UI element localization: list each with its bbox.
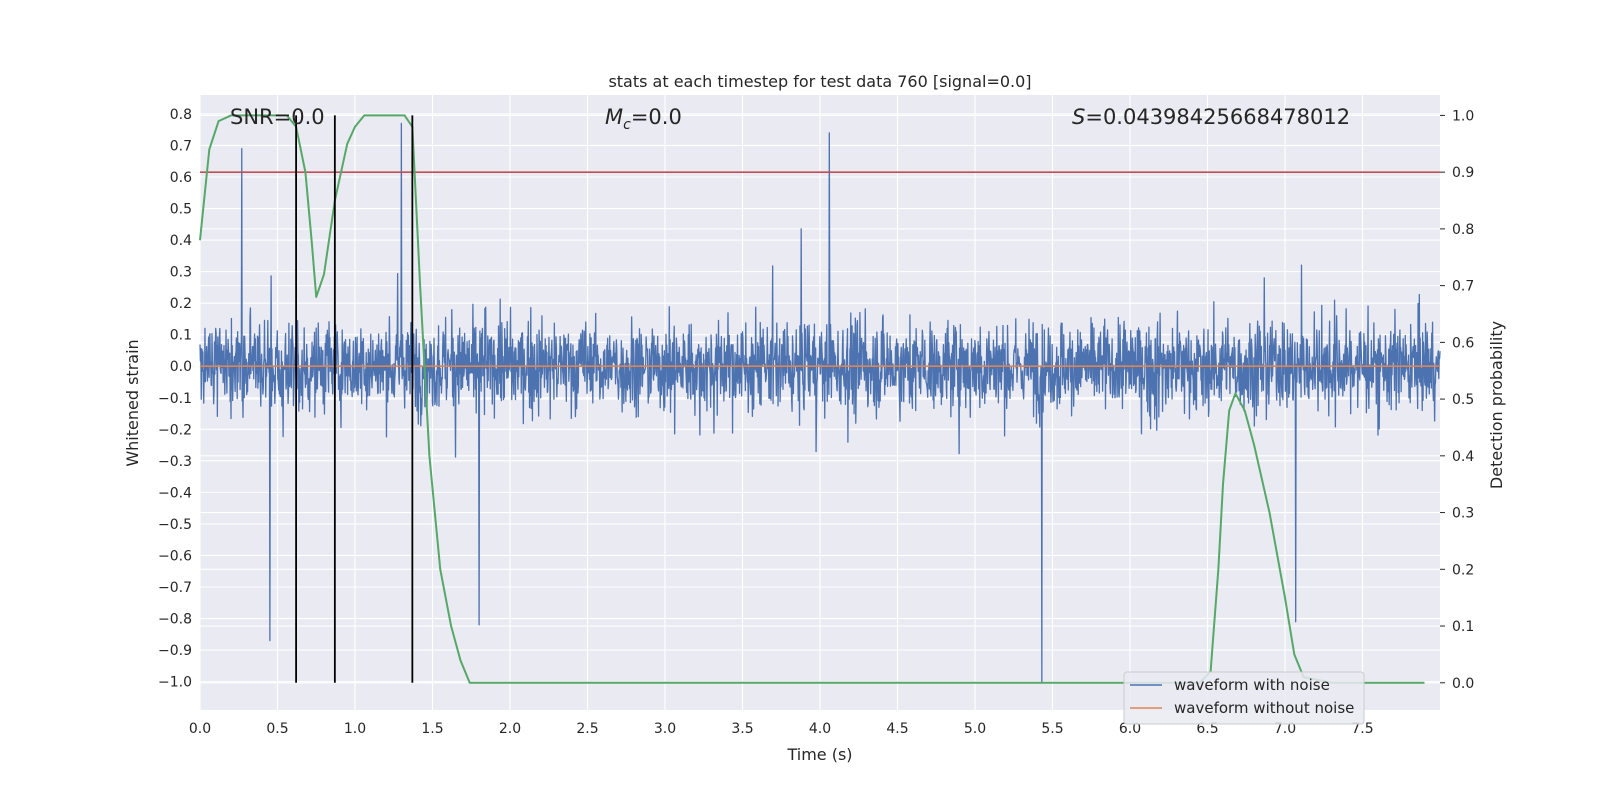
- y-tick-label-left: −0.7: [158, 580, 192, 596]
- x-tick-label: 3.0: [654, 721, 676, 737]
- y-tick-label-left: 0.3: [170, 265, 192, 281]
- y-tick-label-left: −0.2: [158, 422, 192, 438]
- x-tick-label: 0.0: [189, 721, 211, 737]
- detection-probability-line: [199, 114, 1425, 684]
- y-tick-label-right: 0.3: [1452, 506, 1474, 522]
- legend-box: [1123, 671, 1365, 725]
- legend: waveform with noise waveform without noi…: [1123, 671, 1365, 725]
- y-tick-label-left: 0.6: [170, 170, 192, 186]
- y-tick-label-right: 0.1: [1452, 619, 1474, 635]
- y-tick-label-left: 0.5: [170, 202, 192, 218]
- x-tick-label: 3.5: [731, 721, 753, 737]
- y-tick-label-left: 0.2: [170, 296, 192, 312]
- x-tick-label: 1.5: [421, 721, 443, 737]
- y-tick-label-left: −0.9: [158, 643, 192, 659]
- x-tick-label: 4.0: [809, 721, 831, 737]
- y-tick-label-left: −0.4: [158, 485, 192, 501]
- x-tick-label: 0.5: [266, 721, 288, 737]
- x-tick-label: 1.0: [344, 721, 366, 737]
- vertical-markers: [295, 115, 414, 683]
- y-tick-label-right: 0.2: [1452, 562, 1474, 578]
- x-axis-ticks: 0.0 0.5 1.0 1.5 2.0 2.5 3.0 3.5 4.0 4.5 5.0 5.5 6.0 6…: [189, 721, 1374, 737]
- series-detection-probability: [199, 114, 1425, 684]
- y-tick-label-left: −0.3: [158, 454, 192, 470]
- y-tick-label-right: 0.7: [1452, 279, 1474, 295]
- y-tick-label-right: 0.4: [1452, 449, 1474, 465]
- y-tick-label-left: 0.1: [170, 328, 192, 344]
- y-tick-label-right: 0.6: [1452, 335, 1474, 351]
- x-tick-label: 2.5: [576, 721, 598, 737]
- series-waveform-with-noise: [199, 122, 1441, 683]
- x-tick-label: 7.0: [1274, 721, 1296, 737]
- annotation-snr: SNR=0.0: [230, 105, 325, 129]
- waveform-with-noise-line: [199, 122, 1441, 683]
- y-tick-label-right: 0.5: [1452, 392, 1474, 408]
- x-tick-label: 2.0: [499, 721, 521, 737]
- y-axis-left-label: Whitened strain: [123, 339, 142, 466]
- y-tick-label-left: −0.1: [158, 391, 192, 407]
- y-tick-label-right: 0.0: [1452, 676, 1474, 692]
- y-tick-label-left: 0.4: [170, 233, 192, 249]
- x-tick-label: 7.5: [1351, 721, 1373, 737]
- y-tick-label-left: −0.6: [158, 548, 192, 564]
- y-tick-label-left: −1.0: [158, 675, 192, 691]
- x-tick-label: 4.5: [886, 721, 908, 737]
- y-tick-label-left: −0.5: [158, 517, 192, 533]
- y-axis-right-label: Detection probability: [1487, 321, 1506, 489]
- x-tick-label: 6.5: [1196, 721, 1218, 737]
- y-tick-label-left: −0.8: [158, 612, 192, 628]
- x-tick-label: 6.0: [1119, 721, 1141, 737]
- x-axis-label: Time (s): [786, 745, 852, 764]
- y-tick-label-right: 1.0: [1452, 108, 1474, 124]
- legend-label-noise: waveform with noise: [1174, 676, 1330, 694]
- chart-title: stats at each timestep for test data 760…: [608, 72, 1031, 91]
- x-tick-label: 5.0: [964, 721, 986, 737]
- x-tick-label: 5.5: [1041, 721, 1063, 737]
- legend-label-clean: waveform without noise: [1174, 699, 1354, 717]
- y-tick-label-right: 0.8: [1452, 222, 1474, 238]
- annotation-chirp-mass: Mc=0.0: [605, 105, 682, 133]
- y-tick-label-right: 0.9: [1452, 165, 1474, 181]
- annotation-score: S=0.04398425668478012: [1072, 105, 1350, 129]
- y-tick-label-left: 0.8: [170, 107, 192, 123]
- y-tick-label-left: 0.0: [170, 359, 192, 375]
- y-tick-label-left: 0.7: [170, 138, 192, 154]
- y-axis-left-ticks: 0.8 0.7 0.6 0.5 0.4 0.3 0.2 0.1 0.0 −0.1 −0.2 −0.3 −…: [158, 107, 192, 691]
- y-axis-right-ticks: 1.0 0.9 0.8 0.7 0.6 0.5 0.4 0.3 0.2 0.1 0.0: [1440, 108, 1474, 692]
